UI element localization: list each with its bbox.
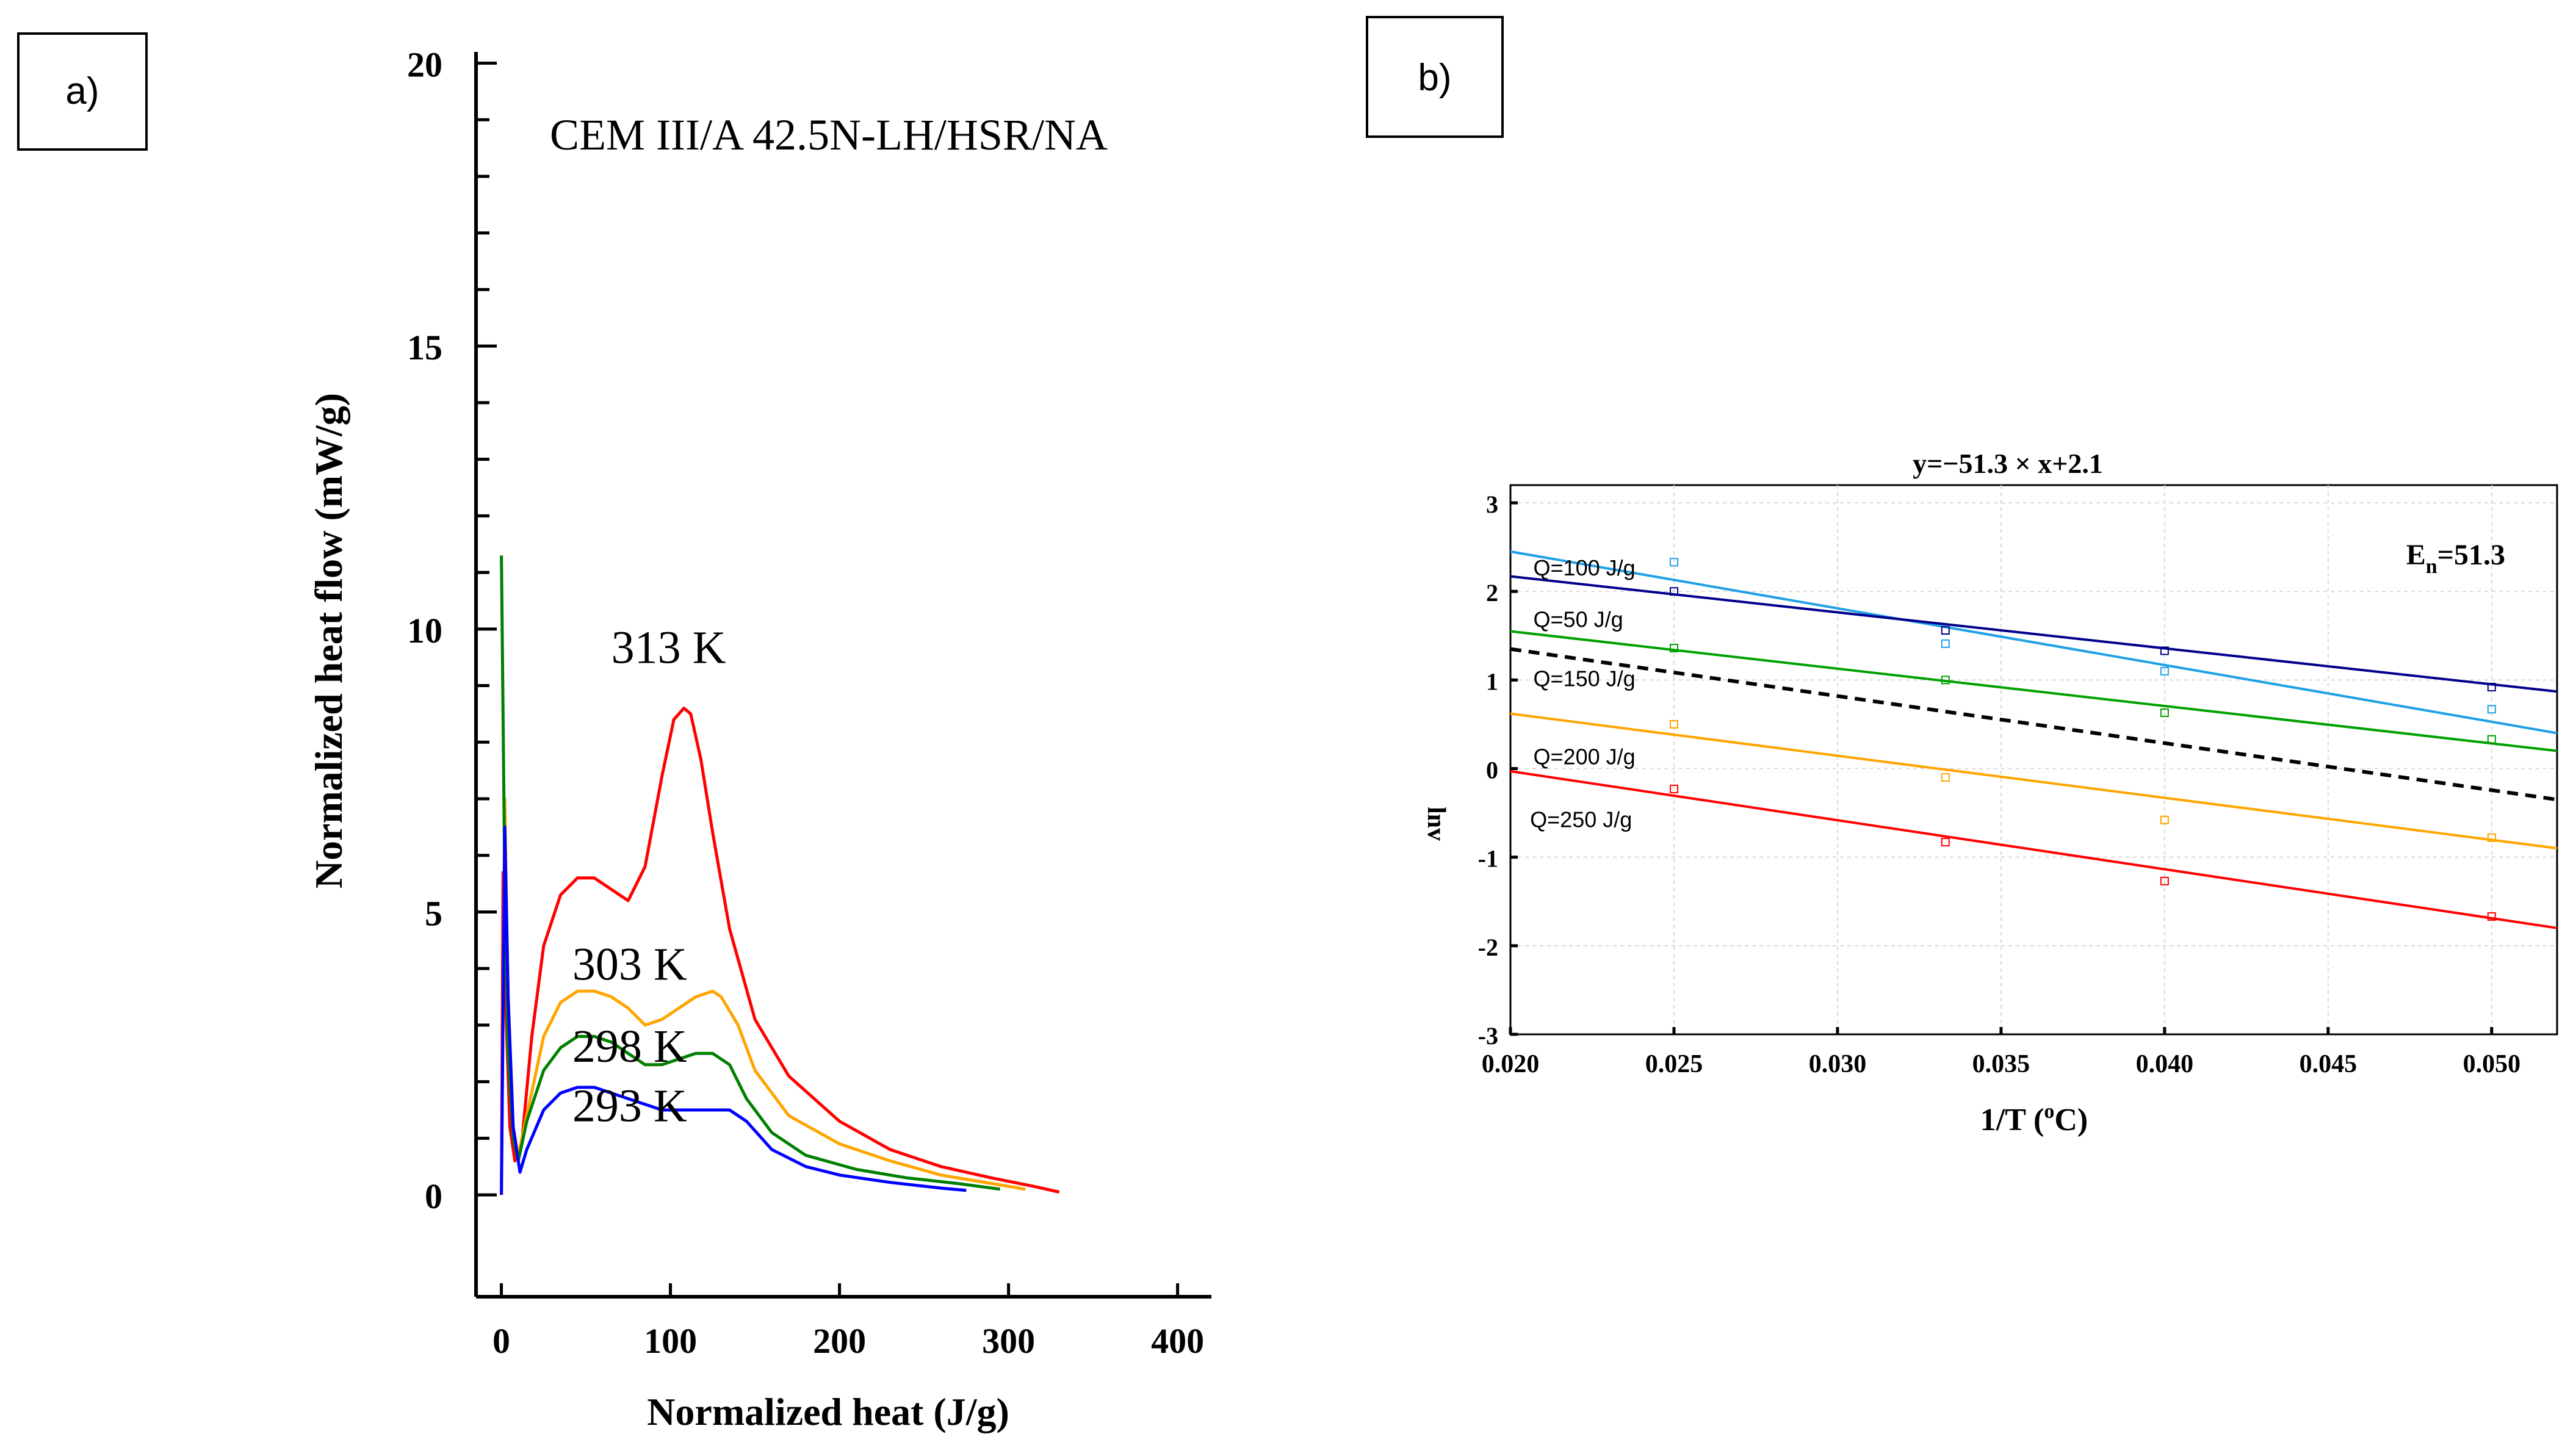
chart-b-point-3-1 [1941,773,1950,782]
chart-a-title: CEM III/A 42.5N-LH/HSR/NA [550,110,1108,159]
panel-a-label: a) [17,32,148,151]
chart-b-annotation: En=51.3 [2406,539,2505,578]
chart-b-mean-fit-line [1510,647,2558,802]
chart-b-fit-line-2 [1510,630,2558,752]
chart-b-fit-line-4 [1510,769,2558,929]
chart-b-point-0-1 [1941,639,1950,648]
chart-b-point-1-3 [2487,682,2496,691]
chart-b-x-axis-label: 1/T (oC) [1980,1100,2088,1137]
chart-b-point-4-0 [1669,784,1678,793]
chart-b-series [1510,550,2558,929]
chart-b-annotation-tail: =51.3 [2437,539,2505,571]
panel-b-label-box [1366,16,1504,138]
chart-b-x-tick-label: 0.025 [1645,1050,1703,1078]
chart-a-series [500,555,1060,1195]
chart-b-point-2-2 [2160,708,2169,718]
chart-b-y-tick-label: -2 [1478,934,1498,961]
panel-a-label-box [17,32,148,151]
chart-a-x-tick-label: 200 [813,1321,866,1361]
chart-b-point-1-1 [1941,626,1950,635]
chart-a-y-tick-label: 15 [407,328,442,367]
chart-b-point-3-2 [2160,815,2169,824]
chart-b-point-3-3 [2487,833,2496,842]
chart-b-y-axis-label: lnv [1422,807,1450,841]
chart-b-x-tick-label: 0.040 [2136,1050,2194,1078]
chart-b-series-label-3: Q=200 J/g [1534,744,1636,769]
chart-b-fit-line-0 [1510,550,2558,735]
chart-b-x-axis-label-superscript: o [2044,1100,2054,1123]
chart-b-point-1-2 [2160,646,2169,655]
chart-a-series-annotation-2: 298 K [572,1021,687,1072]
chart-b-point-0-2 [2160,666,2169,676]
chart-b-series-label-0: Q=100 J/g [1534,555,1636,580]
chart-b-point-0-0 [1669,558,1678,567]
chart-b-series-label-2: Q=150 J/g [1534,666,1636,691]
chart-b: -3 -2 -1 0 1 2 3 0.020 0.025 0.030 0.035 0.040 0.045… [1422,448,2558,1137]
chart-a-x-tick-label: 0 [492,1321,510,1361]
chart-a-x-tick-label: 400 [1151,1321,1204,1361]
panel-b-label-text: b) [1418,57,1451,99]
chart-b-point-0-3 [2487,705,2496,714]
chart-b-y-tick-label: 2 [1486,579,1498,607]
chart-a-x-axis-label: Normalized heat (J/g) [647,1390,1009,1433]
chart-b-point-2-3 [2487,735,2496,744]
chart-b-x-tick-label: 0.050 [2463,1050,2521,1078]
chart-b-x-tick-label: 0.035 [1972,1050,2030,1078]
chart-b-grid [1510,485,2557,1034]
chart-b-series-label-1: Q=50 J/g [1534,607,1623,632]
chart-b-annotation-main: E [2406,539,2426,571]
chart-a-series-line-3 [500,825,967,1195]
chart-b-point-4-2 [2160,876,2169,885]
chart-b-annotation-subscript: n [2426,555,2437,578]
chart-b-frame [1509,484,2558,1036]
chart-b-y-tick-label: -3 [1478,1022,1498,1050]
chart-b-point-1-0 [1669,587,1678,596]
chart-a-y-axis-label: Normalized heat flow (mW/g) [307,393,350,888]
chart-b-x-axis-label-main: 1/T ( [1980,1103,2044,1137]
chart-b-y-tick-label: 0 [1486,757,1498,784]
chart-b-fit-line-3 [1510,712,2558,850]
chart-b-title: y=−51.3 × x+2.1 [1913,448,2103,479]
chart-a-x-tick-label: 300 [982,1321,1035,1361]
chart-b-x-tick-label: 0.030 [1809,1050,1867,1078]
chart-a-series-annotation-3: 293 K [572,1081,687,1132]
chart-a-series-annotation-0: 313 K [612,622,726,673]
chart-b-series-labels: Q=100 J/g Q=50 J/g Q=150 J/g Q=200 J/g Q=250… [1530,555,1635,832]
chart-b-x-axis-label-tail: C) [2054,1103,2088,1137]
chart-b-y-tick-label: 1 [1486,668,1498,695]
chart-a-y-tick-label: 10 [407,611,442,650]
chart-b-point-3-0 [1669,719,1678,729]
chart-a-series-annotation-1: 303 K [572,939,687,990]
chart-b-fit-line-1 [1510,575,2558,693]
panel-a-label-text: a) [65,70,99,112]
chart-a-y-tick-label: 0 [425,1177,442,1216]
chart-b-y-tick-label: -1 [1478,845,1498,873]
chart-b-x-tick-label: 0.020 [1482,1050,1540,1078]
chart-b-series-label-4: Q=250 J/g [1530,807,1632,832]
chart-a-annotations: 313 K 303 K 298 K 293 K [572,622,726,1131]
chart-b-point-2-1 [1941,676,1950,685]
chart-b-y-tick-label: 3 [1486,491,1498,518]
chart-b-axes: -3 -2 -1 0 1 2 3 0.020 0.025 0.030 0.035 0.040 0.045… [1478,491,2520,1078]
chart-b-x-tick-label: 0.045 [2300,1050,2358,1078]
chart-b-point-2-0 [1669,644,1678,653]
chart-a-x-tick-label: 100 [644,1321,697,1361]
panel-b-label: b) [1366,16,1504,138]
chart-b-point-4-3 [2487,912,2496,921]
chart-a-y-tick-label: 20 [407,45,442,85]
chart-a-y-tick-label: 5 [425,893,442,933]
chart-b-point-4-1 [1941,838,1950,846]
chart-a-series-line-1 [500,797,1026,1195]
